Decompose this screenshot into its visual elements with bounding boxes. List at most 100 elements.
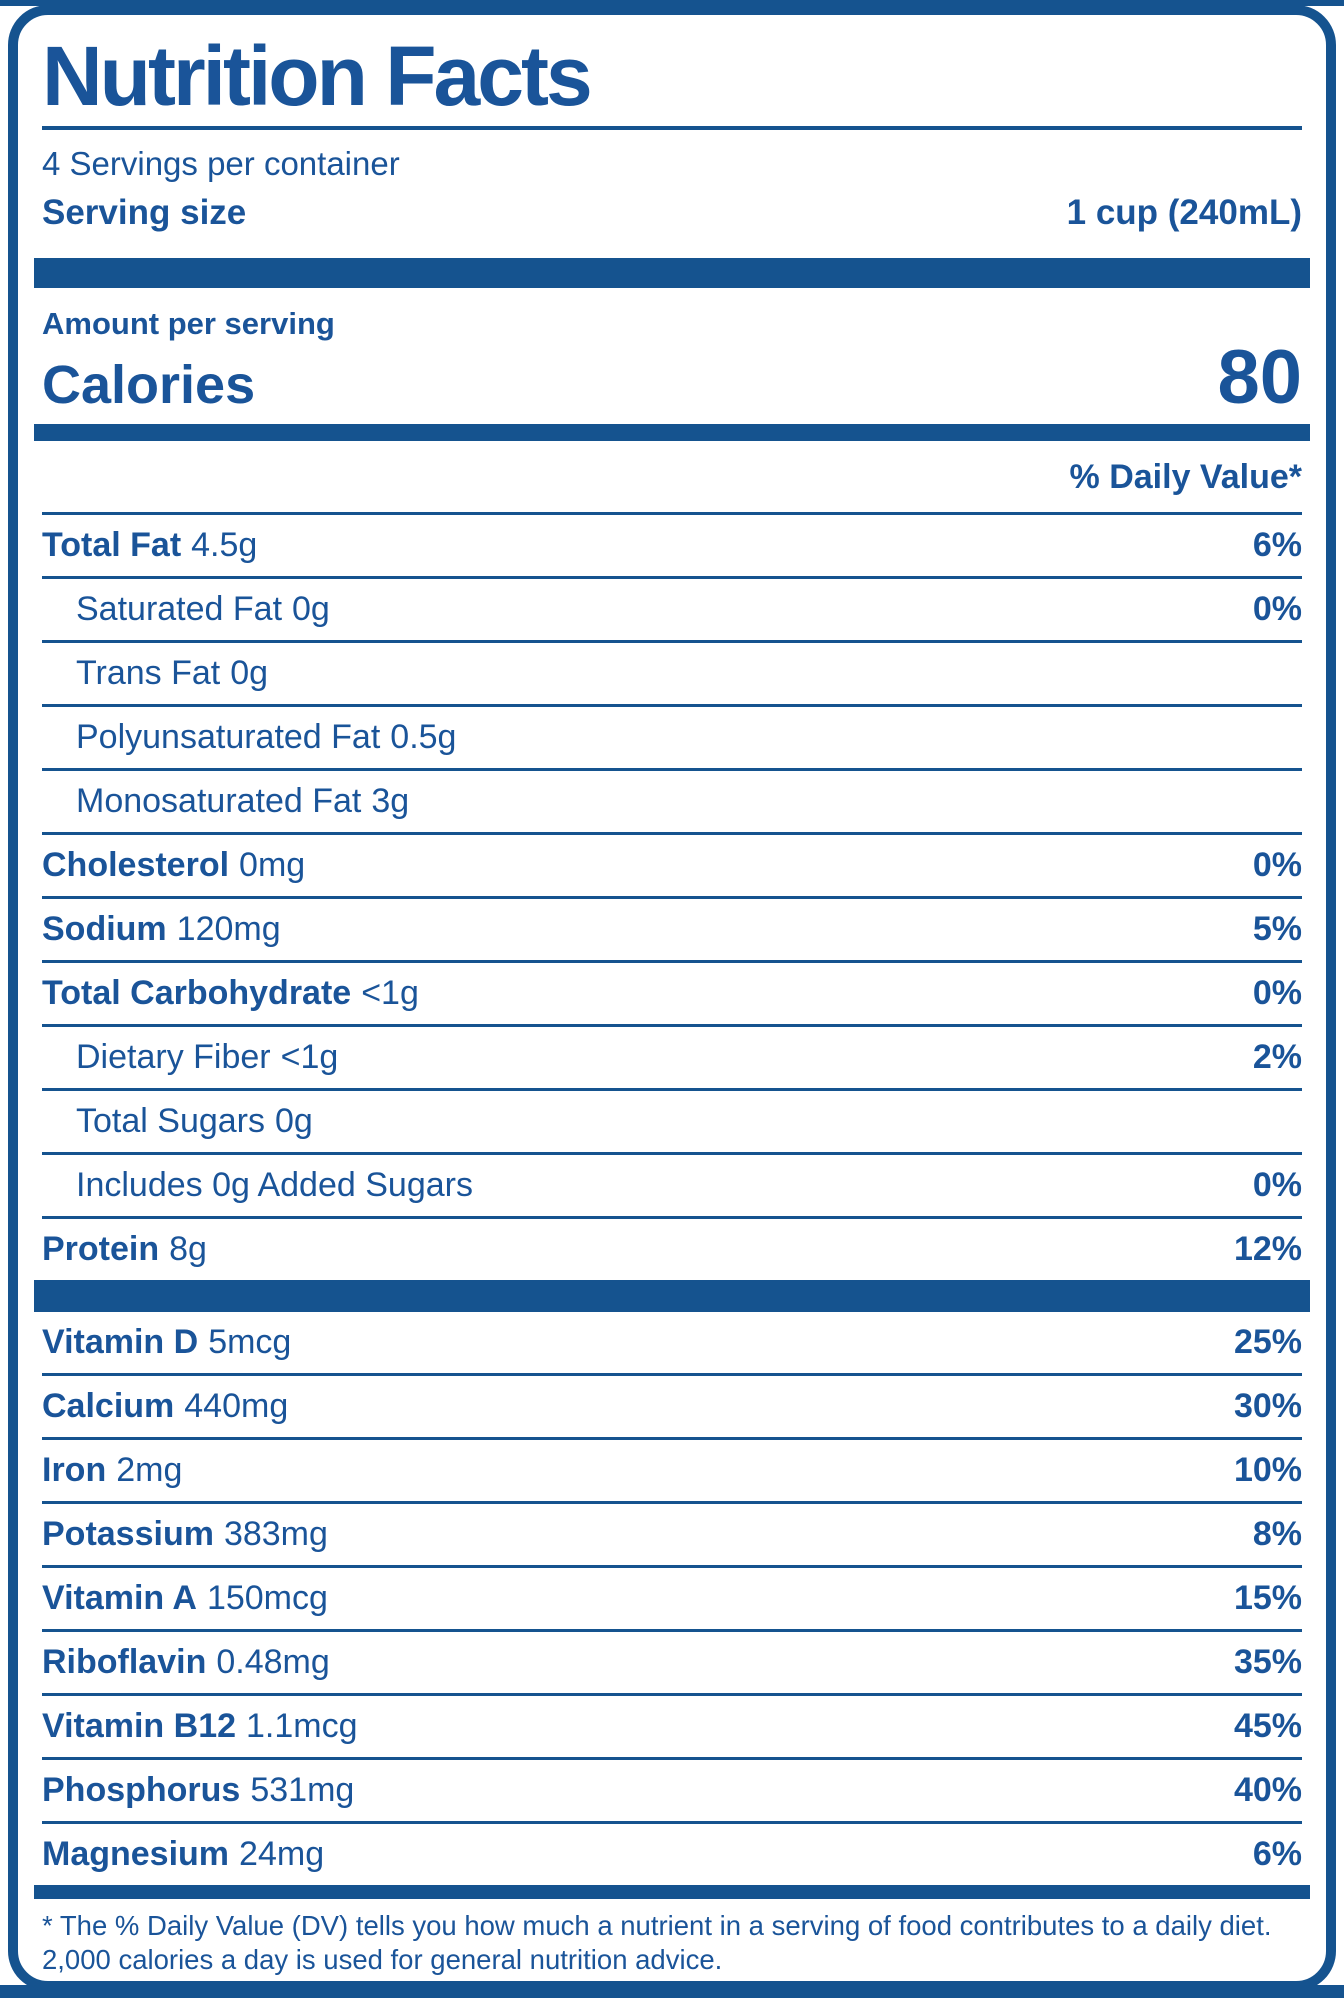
- nutrient-percent: 30%: [1233, 1386, 1302, 1425]
- section-divider-bar: [34, 257, 1310, 288]
- nutrient-label: Includes 0g Added Sugars: [76, 1166, 473, 1205]
- nutrient-row: Includes 0g Added Sugars 0%: [42, 1155, 1302, 1219]
- nutrient-label: Polyunsaturated Fat 0.5g: [76, 718, 456, 757]
- nutrient-name: Includes 0g Added Sugars: [76, 1165, 473, 1204]
- title-rule: [42, 125, 1302, 130]
- nutrient-percent: 45%: [1233, 1706, 1302, 1745]
- section-divider-bar: [34, 423, 1310, 441]
- nutrient-row: Phosphorus 531mg 40%: [42, 1760, 1302, 1824]
- nutrient-percent: 12%: [1233, 1229, 1302, 1268]
- nutrient-row: Saturated Fat 0g 0%: [42, 579, 1302, 643]
- nutrient-percent: 2%: [1252, 1037, 1302, 1076]
- serving-size-row: Serving size 1 cup (240mL): [42, 190, 1302, 236]
- nutrient-percent: 35%: [1233, 1642, 1302, 1681]
- nutrient-label: Vitamin B12 1.1mcg: [42, 1707, 358, 1746]
- nutrient-amount: 0.5g: [390, 717, 457, 756]
- nutrition-facts-label: Nutrition Facts 4 Servings per container…: [8, 5, 1336, 1991]
- calories-label: Calories: [42, 355, 256, 416]
- calories-value: 80: [1217, 334, 1302, 420]
- nutrient-row: Dietary Fiber <1g 2%: [42, 1027, 1302, 1091]
- nutrient-label: Phosphorus 531mg: [42, 1771, 354, 1810]
- nutrient-percent: 0%: [1252, 1165, 1302, 1204]
- nutrient-amount: 531mg: [250, 1770, 355, 1809]
- calories-row: Calories 80: [42, 334, 1302, 420]
- nutrient-amount: <1g: [361, 973, 419, 1012]
- nutrient-row: Sodium 120mg 5%: [42, 899, 1302, 963]
- nutrient-row: Vitamin A 150mcg 15%: [42, 1568, 1302, 1632]
- nutrient-amount: 8g: [169, 1229, 207, 1268]
- nutrient-row: Magnesium 24mg 6%: [42, 1824, 1302, 1885]
- daily-value-footnote: * The % Daily Value (DV) tells you how m…: [42, 1909, 1272, 1975]
- nutrient-label: Potassium 383mg: [42, 1515, 328, 1554]
- nutrient-amount: 150mcg: [206, 1578, 328, 1617]
- serving-size-value: 1 cup (240mL): [1066, 192, 1302, 232]
- amount-per-serving-label: Amount per serving: [42, 305, 335, 341]
- nutrient-label: Trans Fat 0g: [76, 654, 268, 693]
- nutrient-label: Calcium 440mg: [42, 1387, 288, 1426]
- nutrient-label: Riboflavin 0.48mg: [42, 1643, 330, 1682]
- nutrient-label: Vitamin A 150mcg: [42, 1579, 328, 1618]
- nutrient-row: Calcium 440mg 30%: [42, 1376, 1302, 1440]
- nutrient-name: Saturated Fat: [76, 589, 283, 628]
- top-edge-strip: [0, 0, 1344, 6]
- nutrient-percent: 0%: [1252, 845, 1302, 884]
- nutrient-amount: 383mg: [223, 1514, 328, 1553]
- nutrient-name: Sodium: [42, 909, 167, 948]
- section-divider-bar: [34, 1279, 1310, 1312]
- nutrient-row: Total Carbohydrate <1g 0%: [42, 963, 1302, 1027]
- nutrient-name: Magnesium: [42, 1834, 230, 1873]
- nutrient-amount: 24mg: [239, 1834, 325, 1873]
- nutrient-label: Sodium 120mg: [42, 910, 281, 949]
- nutrient-name: Iron: [42, 1450, 107, 1489]
- nutrient-row: Protein 8g 12%: [42, 1219, 1302, 1280]
- nutrient-label: Total Carbohydrate <1g: [42, 974, 419, 1013]
- nutrient-amount: 0.48mg: [216, 1642, 330, 1681]
- nutrient-name: Calcium: [42, 1386, 175, 1425]
- nutrient-percent: 40%: [1233, 1770, 1302, 1809]
- vitamin-rows-section: Vitamin D 5mcg 25% Calcium 440mg 30% Iron 2mg 10…: [42, 1312, 1302, 1885]
- nutrient-row: Polyunsaturated Fat 0.5g: [42, 707, 1302, 771]
- nutrient-label: Vitamin D 5mcg: [42, 1323, 291, 1362]
- section-divider-bar: [34, 1884, 1310, 1899]
- nutrient-percent: 10%: [1233, 1450, 1302, 1489]
- nutrient-percent: 6%: [1252, 1834, 1302, 1873]
- nutrient-row: Monosaturated Fat 3g: [42, 771, 1302, 835]
- nutrient-name: Dietary Fiber: [76, 1037, 271, 1076]
- nutrient-row: Total Fat 4.5g 6%: [42, 515, 1302, 579]
- nutrient-name: Total Carbohydrate: [42, 973, 352, 1012]
- nutrient-name: Trans Fat: [76, 653, 221, 692]
- nutrient-percent: 8%: [1252, 1514, 1302, 1553]
- nutrient-row: Vitamin B12 1.1mcg 45%: [42, 1696, 1302, 1760]
- nutrient-name: Cholesterol: [42, 845, 230, 884]
- nutrient-name: Vitamin D: [42, 1322, 199, 1361]
- nutrient-label: Total Fat 4.5g: [42, 526, 257, 565]
- nutrient-row: Riboflavin 0.48mg 35%: [42, 1632, 1302, 1696]
- bottom-edge-strip: [0, 1985, 1344, 1998]
- nutrient-amount: 2mg: [116, 1450, 183, 1489]
- nutrient-percent: 0%: [1252, 589, 1302, 628]
- page-title: Nutrition Facts: [42, 29, 593, 123]
- nutrient-row: Iron 2mg 10%: [42, 1440, 1302, 1504]
- nutrient-label: Monosaturated Fat 3g: [76, 782, 409, 821]
- nutrient-percent: 15%: [1233, 1578, 1302, 1617]
- nutrient-amount: 120mg: [176, 909, 281, 948]
- nutrient-name: Protein: [42, 1229, 160, 1268]
- nutrient-amount: 440mg: [184, 1386, 289, 1425]
- nutrient-label: Total Sugars 0g: [76, 1102, 313, 1141]
- nutrient-amount: 0g: [292, 589, 330, 628]
- nutrient-row: Potassium 383mg 8%: [42, 1504, 1302, 1568]
- nutrient-label: Magnesium 24mg: [42, 1835, 324, 1874]
- nutrient-percent: 0%: [1252, 973, 1302, 1012]
- nutrient-name: Phosphorus: [42, 1770, 241, 1809]
- nutrient-name: Vitamin B12: [42, 1706, 237, 1745]
- nutrient-amount: 0g: [275, 1101, 313, 1140]
- nutrient-label: Cholesterol 0mg: [42, 846, 305, 885]
- nutrient-percent: 5%: [1252, 909, 1302, 948]
- nutrient-amount: <1g: [280, 1037, 339, 1076]
- nutrient-amount: 5mcg: [208, 1322, 292, 1361]
- nutrient-name: Total Fat: [42, 525, 182, 564]
- nutrient-label: Saturated Fat 0g: [76, 590, 330, 629]
- servings-per-container: 4 Servings per container: [42, 144, 400, 182]
- nutrient-rows-section: Total Fat 4.5g 6% Saturated Fat 0g 0% Trans Fa…: [42, 515, 1302, 1280]
- nutrient-name: Monosaturated Fat: [76, 781, 362, 820]
